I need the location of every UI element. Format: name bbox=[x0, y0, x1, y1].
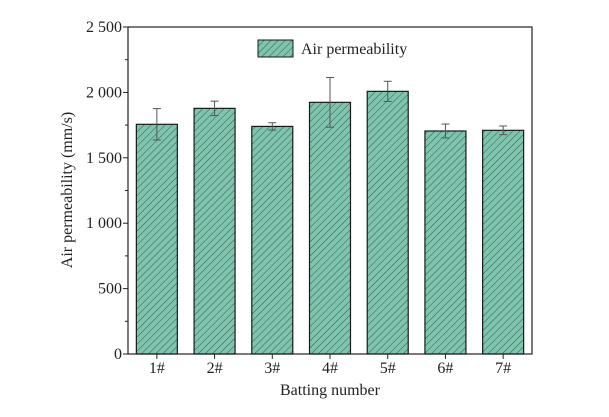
bar bbox=[308, 101, 352, 355]
x-tick-label: 6# bbox=[437, 360, 453, 377]
legend: Air permeability bbox=[257, 39, 407, 58]
y-tick-label: 1 500 bbox=[86, 150, 122, 167]
y-tick-label: 500 bbox=[98, 281, 122, 298]
bar bbox=[135, 123, 178, 355]
legend-label: Air permeability bbox=[301, 41, 407, 58]
bar bbox=[366, 90, 409, 355]
y-tick-label: 0 bbox=[114, 346, 122, 363]
y-tick-label: 2 500 bbox=[86, 19, 122, 36]
legend-swatch bbox=[257, 39, 294, 58]
bar bbox=[251, 125, 294, 355]
x-tick-label: 7# bbox=[495, 360, 511, 377]
y-tick-label: 2 000 bbox=[86, 84, 122, 101]
y-tick-label: 1 000 bbox=[86, 215, 122, 232]
bar bbox=[193, 107, 236, 355]
x-axis-label: Batting number bbox=[280, 382, 381, 399]
x-tick-label: 3# bbox=[264, 360, 280, 377]
y-axis-label: Air permeability (mm/s) bbox=[59, 112, 76, 268]
x-tick-label: 2# bbox=[207, 360, 223, 377]
bar bbox=[424, 130, 467, 355]
x-tick-label: 5# bbox=[380, 360, 396, 377]
bar bbox=[482, 129, 525, 355]
x-tick-label: 4# bbox=[322, 360, 338, 377]
x-tick-label: 1# bbox=[149, 360, 165, 377]
